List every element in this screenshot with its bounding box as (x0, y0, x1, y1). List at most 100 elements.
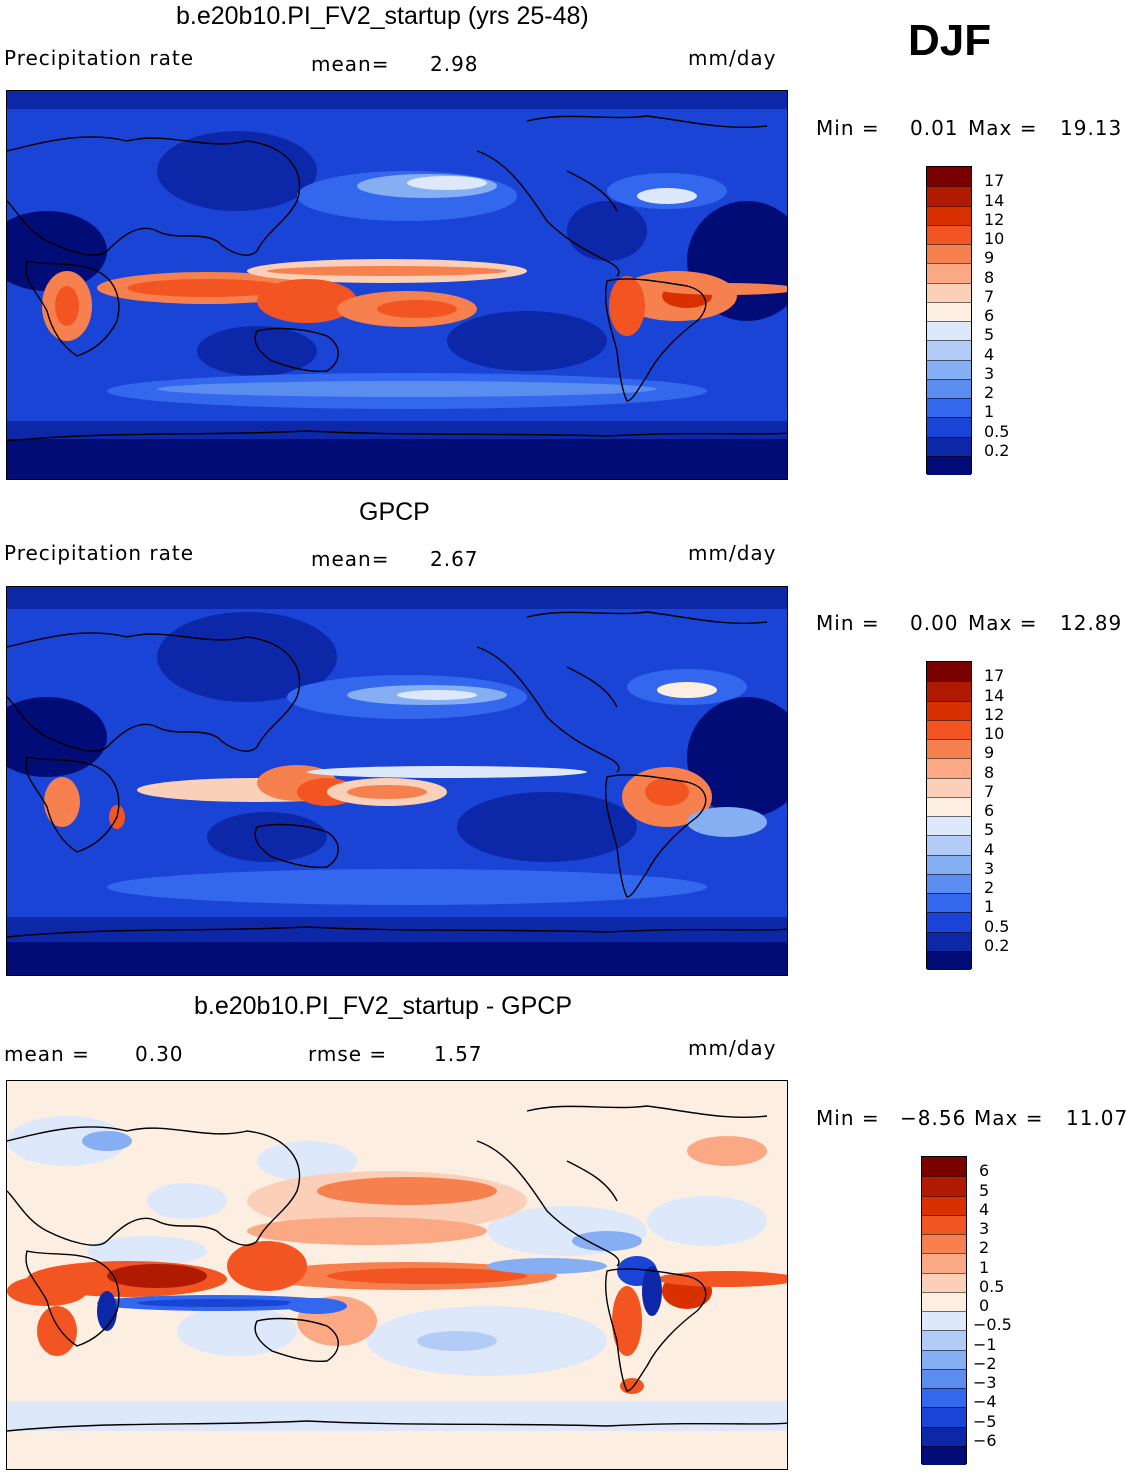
colorbar-tick-label: 1 (984, 897, 995, 917)
panel3-min-value: −8.56 (900, 1106, 967, 1130)
colorbar-swatch (927, 893, 971, 913)
panel3-colorbar (921, 1156, 967, 1465)
panel1-units: mm/day (688, 46, 777, 70)
colorbar-tick-label: 1 (984, 402, 995, 422)
colorbar-tick-label: −5 (973, 1411, 997, 1431)
colorbar-swatch (927, 854, 971, 874)
colorbar-tick-label: 4 (979, 1199, 990, 1219)
colorbar-tick-label: 0.2 (984, 440, 1010, 460)
colorbar-swatch (922, 1368, 966, 1388)
panel2-mean-value: 2.67 (430, 547, 479, 571)
colorbar-tick-label: 10 (984, 724, 1005, 743)
colorbar-swatch (922, 1214, 966, 1234)
panel3-max-label: Max = (974, 1106, 1044, 1130)
colorbar-swatch (922, 1176, 966, 1196)
panel1-map-svg (7, 91, 787, 479)
panel2-mean-label: mean= (311, 547, 390, 571)
colorbar-swatch (927, 378, 971, 398)
colorbar-tick-label: 0.5 (984, 421, 1010, 441)
colorbar-tick-label: 0.5 (984, 916, 1010, 936)
panel1-title: b.e20b10.PI_FV2_startup (yrs 25-48) (176, 2, 589, 30)
colorbar-tick-label: 17 (984, 171, 1005, 191)
colorbar-tick-label: 10 (984, 229, 1005, 248)
colorbar-tick-label: 8 (984, 762, 995, 782)
colorbar-tick-label: 8 (984, 267, 995, 287)
colorbar-tick-label: 0.5 (979, 1276, 1005, 1296)
panel2-map-svg (7, 587, 787, 975)
panel2-max-label: Max = (968, 611, 1038, 635)
colorbar-tick-label: 6 (984, 801, 995, 820)
panel3-map (6, 1080, 788, 1470)
panel3-title: b.e20b10.PI_FV2_startup - GPCP (194, 992, 572, 1020)
colorbar-tick-label: 0.2 (984, 935, 1010, 955)
panel3-rmse-value: 1.57 (434, 1042, 483, 1066)
colorbar-swatch (927, 662, 971, 682)
colorbar-swatch (927, 436, 971, 456)
colorbar-tick-label: 0 (979, 1296, 990, 1315)
colorbar-tick-label: 2 (979, 1238, 990, 1258)
colorbar-swatch (927, 224, 971, 244)
panel1-min-label: Min = (816, 116, 880, 140)
colorbar-tick-label: 14 (984, 685, 1005, 705)
panel1-variable: Precipitation rate (4, 46, 194, 70)
colorbar-tick-label: −2 (973, 1353, 997, 1373)
panel1-mean-label: mean= (311, 52, 390, 76)
panel1-map (6, 90, 788, 480)
colorbar-swatch (927, 417, 971, 437)
panel2-title: GPCP (359, 498, 430, 526)
colorbar-swatch (927, 321, 971, 341)
panel3-mean-label: mean = (4, 1042, 90, 1066)
colorbar-swatch (927, 398, 971, 418)
panel1-mean-value: 2.98 (430, 52, 479, 76)
colorbar-tick-label: 9 (984, 248, 995, 268)
panel1-colorbar (926, 166, 972, 475)
colorbar-swatch (922, 1349, 966, 1369)
colorbar-tick-label: 4 (984, 344, 995, 364)
panel3-map-svg (7, 1081, 787, 1469)
colorbar-tick-label: 3 (984, 363, 995, 383)
panel3-min-label: Min = (816, 1106, 880, 1130)
colorbar-swatch (927, 205, 971, 225)
colorbar-tick-label: −4 (973, 1392, 997, 1412)
colorbar-tick-label: 12 (984, 209, 1005, 229)
colorbar-swatch (927, 301, 971, 321)
colorbar-swatch (927, 719, 971, 739)
panel2-variable: Precipitation rate (4, 541, 194, 565)
colorbar-swatch (927, 359, 971, 379)
colorbar-swatch (927, 186, 971, 206)
colorbar-swatch (922, 1234, 966, 1254)
colorbar-swatch (927, 244, 971, 264)
colorbar-tick-label: 6 (984, 306, 995, 325)
colorbar-tick-label: 2 (984, 383, 995, 402)
panel2-units: mm/day (688, 541, 777, 565)
panel2-min-label: Min = (816, 611, 880, 635)
panel2-map (6, 586, 788, 976)
colorbar-swatch (927, 758, 971, 778)
colorbar-swatch (927, 167, 971, 187)
colorbar-tick-label: 5 (984, 820, 995, 840)
colorbar-tick-label: −0.5 (973, 1315, 1012, 1335)
colorbar-swatch (927, 835, 971, 855)
panel1-max-value: 19.13 (1060, 116, 1123, 140)
colorbar-tick-label: 14 (984, 190, 1005, 210)
colorbar-swatch (927, 777, 971, 797)
colorbar-tick-label: 12 (984, 704, 1005, 724)
colorbar-tick-label: 6 (979, 1161, 990, 1181)
colorbar-tick-label: 9 (984, 743, 995, 763)
colorbar-swatch (922, 1157, 966, 1177)
colorbar-swatch (927, 950, 971, 970)
colorbar-tick-label: 5 (979, 1180, 990, 1200)
panel2-min-value: 0.00 (910, 611, 959, 635)
panel3-max-value: 11.07 (1066, 1106, 1129, 1130)
colorbar-tick-label: −3 (973, 1373, 997, 1392)
colorbar-swatch (922, 1272, 966, 1292)
colorbar-tick-label: −1 (973, 1334, 997, 1354)
colorbar-swatch (922, 1426, 966, 1446)
colorbar-swatch (922, 1195, 966, 1215)
colorbar-tick-label: 7 (984, 286, 995, 306)
colorbar-swatch (927, 816, 971, 836)
panel2-max-value: 12.89 (1060, 611, 1123, 635)
panel2-colorbar (926, 661, 972, 970)
colorbar-swatch (927, 796, 971, 816)
colorbar-tick-label: 7 (984, 781, 995, 801)
